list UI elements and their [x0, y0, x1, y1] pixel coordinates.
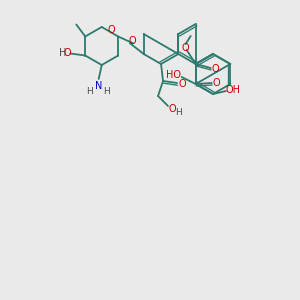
Text: H: H: [58, 47, 66, 58]
Text: N: N: [95, 81, 102, 91]
Text: O: O: [178, 79, 186, 89]
Text: O: O: [182, 43, 190, 53]
Text: H: H: [86, 88, 93, 97]
Text: O: O: [128, 36, 136, 46]
Text: O: O: [107, 25, 115, 35]
Text: O: O: [213, 78, 220, 88]
Text: O: O: [212, 64, 220, 74]
Text: H: H: [175, 107, 182, 116]
Text: O: O: [168, 104, 176, 114]
Text: OH: OH: [226, 85, 241, 95]
Text: HO: HO: [166, 70, 181, 80]
Text: H: H: [103, 88, 110, 97]
Text: O: O: [64, 47, 71, 58]
